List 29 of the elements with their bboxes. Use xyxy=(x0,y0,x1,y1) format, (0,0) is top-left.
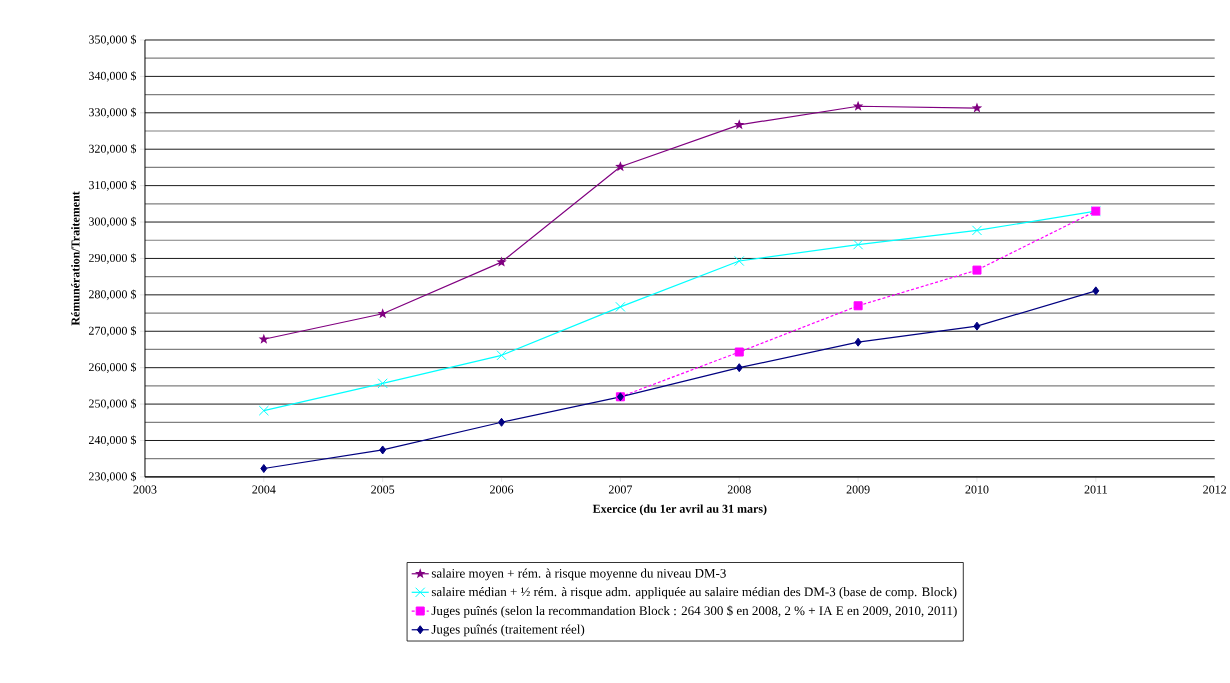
x-tick-label: 2012 xyxy=(1203,485,1227,494)
x-tick-label: 2003 xyxy=(133,485,157,494)
y-tick-label: 320,000 $ xyxy=(89,144,137,155)
y-tick-label: 310,000 $ xyxy=(89,180,137,191)
y-tick-label: 350,000 $ xyxy=(89,34,137,46)
y-tick-label: 270,000 $ xyxy=(88,326,137,337)
y-tick-label: 230,000 $ xyxy=(88,471,137,483)
x-tick-label: 2010 xyxy=(965,485,989,494)
x-tick-label: 2009 xyxy=(846,485,870,494)
y-tick-label: 290,000 $ xyxy=(88,253,137,264)
y-tick-label: 300,000 $ xyxy=(89,216,137,228)
y-tick-label: 340,000 $ xyxy=(89,71,137,82)
y-tick-label: 250,000 $ xyxy=(88,398,137,410)
y-axis-title: Rémunération/Traitement xyxy=(71,191,80,326)
legend-label: Juges puînés (selon la recommandation Block : 264 300 $ en 2008, 2 % + IA E en 2009, 2010, 2011) xyxy=(431,605,957,618)
legend-label: salaire moyen + rém. à risque moyenne du niveau DM-3 xyxy=(431,568,726,581)
x-tick-label: 2006 xyxy=(490,485,514,494)
x-tick-label: 2005 xyxy=(371,485,395,494)
legend-label: salaire médian + ½ rém. à risque adm. appliquée au salaire médian des DM-3 (base de comp. Block) xyxy=(431,587,957,599)
x-tick-label: 2011 xyxy=(1084,485,1107,494)
x-axis-title: Exercice (du 1er avril au 31 mars) xyxy=(592,504,767,516)
y-tick-label: 240,000 $ xyxy=(88,435,137,446)
x-tick-label: 2004 xyxy=(252,485,276,494)
legend-label: Juges puînés (traitement réel) xyxy=(431,624,585,637)
x-tick-label: 2007 xyxy=(608,485,633,494)
y-tick-label: 330,000 $ xyxy=(89,107,137,119)
y-tick-label: 260,000 $ xyxy=(88,362,137,374)
y-tick-label: 280,000 $ xyxy=(88,289,137,301)
x-tick-label: 2008 xyxy=(727,485,751,494)
